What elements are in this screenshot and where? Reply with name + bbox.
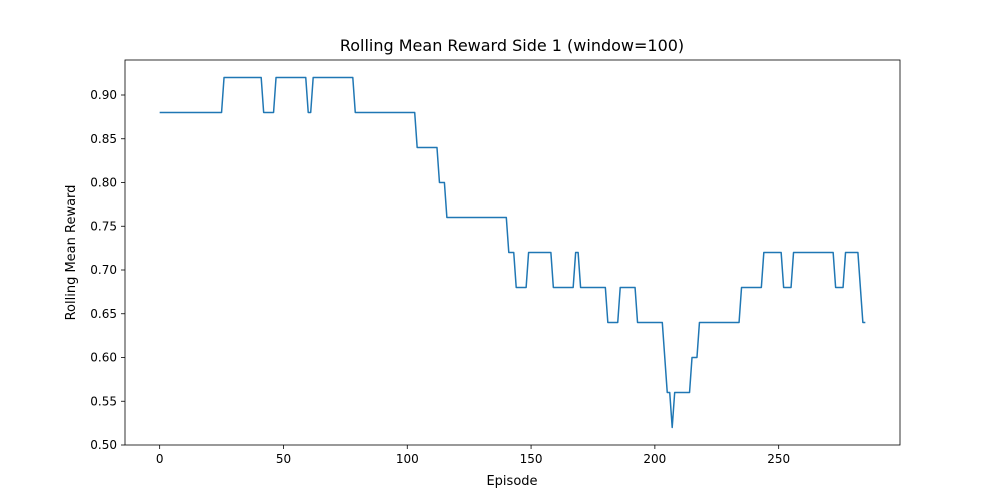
- plot-area: [124, 59, 901, 446]
- x-tick-label: 250: [767, 452, 790, 466]
- y-tick-label: 0.65: [90, 307, 117, 321]
- chart-title: Rolling Mean Reward Side 1 (window=100): [340, 36, 684, 55]
- x-axis-label: Episode: [486, 474, 537, 489]
- plot-frame: [124, 59, 901, 446]
- y-tick-label: 0.90: [90, 88, 117, 102]
- y-tick-label: 0.55: [90, 394, 117, 408]
- x-tick-label: 0: [156, 452, 164, 466]
- x-tick-label: 50: [276, 452, 291, 466]
- y-tick-label: 0.60: [90, 351, 117, 365]
- y-tick-label: 0.70: [90, 263, 117, 277]
- y-tick-label: 0.50: [90, 438, 117, 452]
- y-axis-label: Rolling Mean Reward: [64, 185, 79, 321]
- x-tick-label: 150: [520, 452, 543, 466]
- x-tick-label: 100: [396, 452, 419, 466]
- x-axis-ticks: 0 50 100 150 200 250: [156, 445, 790, 466]
- y-tick-label: 0.80: [90, 176, 117, 190]
- y-tick-label: 0.85: [90, 132, 117, 146]
- y-tick-label: 0.75: [90, 219, 117, 233]
- series-line-reward: [159, 76, 866, 429]
- x-tick-label: 200: [643, 452, 666, 466]
- y-axis-ticks: 0.50 0.55 0.60 0.65 0.70 0.75 0.80 0.85 0.90: [90, 88, 125, 452]
